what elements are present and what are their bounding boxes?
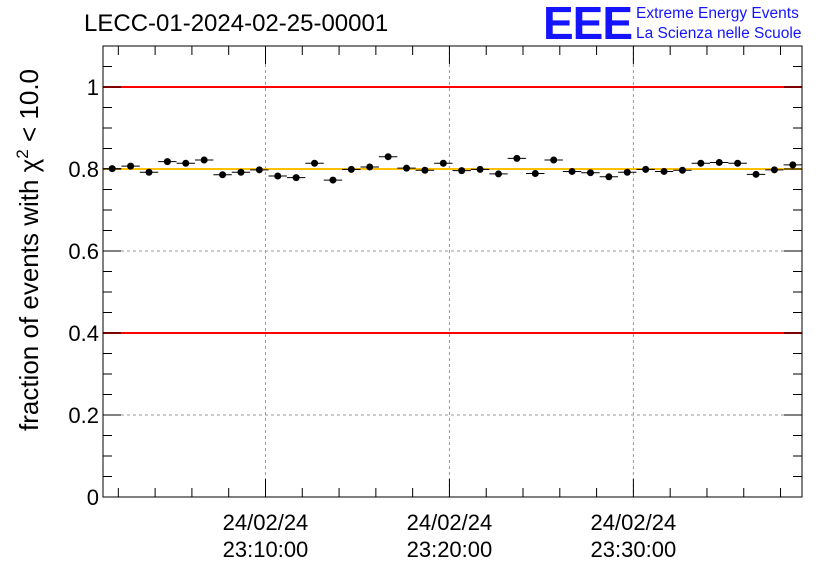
- data-point: [660, 167, 668, 175]
- x-tick-label-time: 23:20:00: [407, 537, 493, 562]
- data-point: [255, 166, 263, 174]
- data-point: [605, 173, 613, 181]
- data-point: [127, 162, 135, 170]
- x-tick-label-date: 24/02/24: [223, 510, 309, 535]
- eee-logo-mark: EEE: [543, 0, 633, 49]
- data-point: [770, 166, 778, 174]
- data-point: [274, 172, 282, 180]
- data-point: [752, 170, 760, 178]
- data-point: [697, 159, 705, 167]
- x-tick-label-date: 24/02/24: [407, 510, 493, 535]
- data-point: [623, 168, 631, 176]
- data-point: [366, 163, 374, 171]
- data-point: [715, 158, 723, 166]
- grid-lines: [103, 46, 802, 497]
- y-tick-label: 1: [87, 75, 99, 100]
- reference-lines: [103, 86, 802, 334]
- x-tick-label-time: 23:30:00: [591, 537, 677, 562]
- data-point: [292, 174, 300, 182]
- data-point: [513, 154, 521, 162]
- data-point: [678, 166, 686, 174]
- data-point: [439, 159, 447, 167]
- data-point: [200, 156, 208, 164]
- data-point: [219, 171, 227, 179]
- data-point: [568, 167, 576, 175]
- plot-frame: [102, 45, 803, 498]
- data-point: [145, 168, 153, 176]
- data-point: [163, 158, 171, 166]
- y-axis-label-exponent: 2: [13, 149, 32, 158]
- y-tick-label: 0: [87, 485, 99, 510]
- data-point: [494, 170, 502, 178]
- x-tick-labels: 24/02/2423:10:0024/02/2423:20:0024/02/24…: [223, 510, 677, 562]
- data-points: [103, 153, 802, 184]
- data-point: [329, 176, 337, 184]
- data-point: [734, 159, 742, 167]
- data-point: [421, 166, 429, 174]
- data-point: [237, 168, 245, 176]
- data-point: [403, 164, 411, 172]
- data-point: [458, 167, 466, 175]
- data-point: [586, 169, 594, 177]
- eee-logo: EEE Extreme Energy Events La Scienza nel…: [543, 0, 833, 49]
- data-point: [311, 159, 319, 167]
- x-tick-label-time: 23:10:00: [223, 537, 309, 562]
- data-point: [182, 159, 190, 167]
- y-axis-label: fraction of events with χ2 < 10.0: [13, 69, 44, 431]
- data-point: [384, 153, 392, 161]
- eee-logo-line1: Extreme Energy Events: [636, 5, 799, 22]
- eee-logo-line2: La Scienza nelle Scuole: [636, 25, 802, 42]
- y-tick-label: 0.6: [68, 239, 99, 264]
- data-point: [789, 161, 797, 169]
- y-axis-label-symbol: χ: [14, 158, 44, 172]
- data-point: [550, 156, 558, 164]
- y-axis-label-suffix: < 10.0: [14, 69, 44, 149]
- chart-title: LECC-01-2024-02-25-00001: [84, 10, 389, 37]
- data-point: [642, 165, 650, 173]
- data-point: [347, 165, 355, 173]
- x-tick-label-date: 24/02/24: [591, 510, 677, 535]
- data-point: [476, 165, 484, 173]
- y-tick-label: 0.8: [68, 157, 99, 182]
- y-tick-label: 0.4: [68, 321, 99, 346]
- axis-ticks: [103, 45, 802, 498]
- data-point: [531, 170, 539, 178]
- y-tick-label: 0.2: [68, 403, 99, 428]
- y-tick-labels: 0 0.2 0.4 0.6 0.8 1: [68, 75, 99, 510]
- y-axis-label-prefix: fraction of events with: [14, 172, 44, 431]
